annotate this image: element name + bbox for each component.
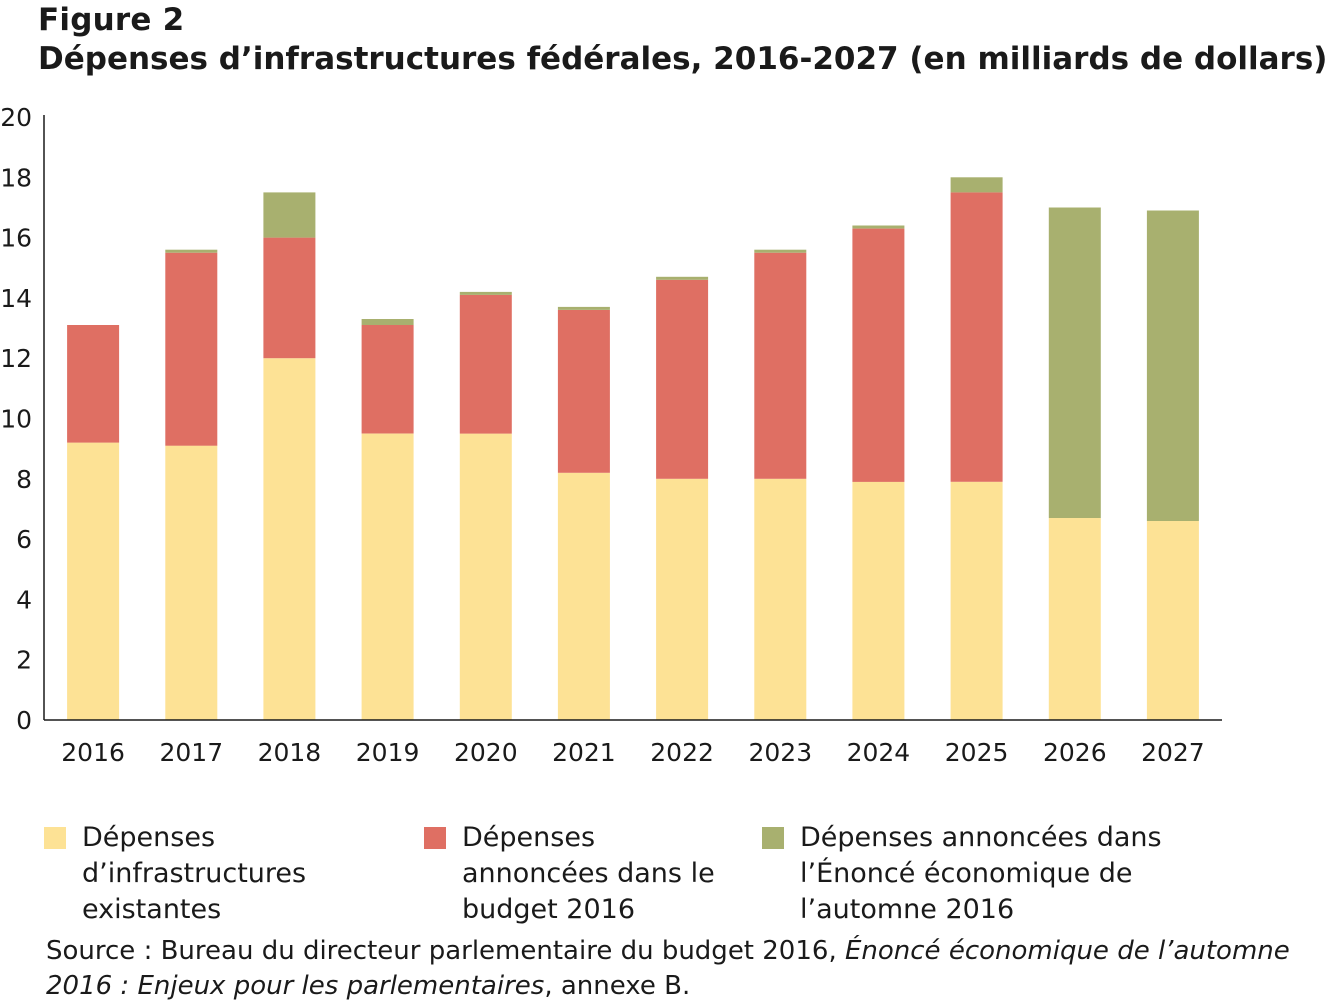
- bar-2018-series-2: [263, 237, 316, 359]
- bar-2023-series-3: [754, 249, 807, 253]
- x-tick-label: 2021: [552, 738, 616, 767]
- y-tick-label: 10: [0, 405, 32, 434]
- x-tick-label: 2017: [159, 738, 223, 767]
- chart-legend: Dépenses d’infrastructures existantes Dé…: [44, 820, 1327, 925]
- bar-2016-series-1: [67, 442, 120, 720]
- bar-2018-series-3: [263, 192, 316, 238]
- y-tick-label: 4: [16, 585, 32, 614]
- bar-2021-series-2: [557, 310, 610, 473]
- figure-label: Figure 2: [38, 2, 185, 38]
- y-tick-label: 20: [0, 103, 32, 132]
- bar-2026-series-1: [1048, 518, 1101, 720]
- bar-2027-series-1: [1146, 521, 1199, 720]
- legend-item-fall-statement-2016: Dépenses annoncées dans l’Énoncé économi…: [762, 820, 1260, 928]
- bar-2023-series-2: [754, 252, 807, 479]
- x-tick-label: 2024: [847, 738, 911, 767]
- bar-2025-series-1: [950, 481, 1003, 720]
- bar-2024-series-2: [852, 228, 905, 482]
- bar-2024-series-3: [852, 225, 905, 229]
- bar-2021-series-3: [557, 306, 610, 310]
- bar-2016-series-2: [67, 325, 120, 443]
- bar-2022-series-3: [656, 276, 709, 280]
- x-tick-label: 2022: [650, 738, 714, 767]
- bar-chart: 2016 2017 2018 2019 2020 2021 2022 2023 2024 2025…: [0, 103, 1222, 767]
- x-tick-label: 2019: [356, 738, 420, 767]
- legend-item-existing: Dépenses d’infrastructures existantes: [44, 820, 422, 928]
- bar-2023-series-1: [754, 478, 807, 720]
- x-tick-label: 2016: [61, 738, 125, 767]
- bar-2027-series-3: [1146, 210, 1199, 521]
- bar-2017-series-3: [165, 249, 218, 253]
- bar-2022-series-1: [656, 478, 709, 720]
- bar-2024-series-1: [852, 481, 905, 720]
- bar-2020-series-3: [459, 291, 512, 295]
- bar-2017-series-1: [165, 445, 218, 720]
- x-tick-label: 2026: [1043, 738, 1107, 767]
- x-tick-label: 2025: [945, 738, 1009, 767]
- source-title: Énoncé économique de l’automne 2016 : En…: [46, 936, 1290, 1001]
- source-note: Source : Bureau du directeur parlementai…: [46, 934, 1326, 1004]
- y-tick-label: 0: [16, 706, 32, 735]
- bar-2019-series-1: [361, 433, 414, 720]
- y-tick-label: 18: [0, 163, 32, 192]
- legend-label-existing: Dépenses d’infrastructures existantes: [82, 822, 307, 925]
- bar-2018-series-1: [263, 358, 316, 720]
- legend-swatch-fall-statement-2016: [762, 827, 784, 849]
- bar-2025-series-2: [950, 192, 1003, 482]
- y-tick-label: 6: [16, 525, 32, 554]
- legend-swatch-budget-2016: [424, 827, 446, 849]
- chart-title: Dépenses d’infrastructures fédérales, 20…: [38, 41, 1327, 77]
- x-tick-label: 2027: [1141, 738, 1205, 767]
- legend-item-budget-2016: Dépenses annoncées dans le budget 2016: [424, 820, 742, 928]
- legend-swatch-existing: [44, 827, 66, 849]
- bar-2020-series-2: [459, 294, 512, 434]
- bar-2021-series-1: [557, 472, 610, 720]
- y-tick-label: 2: [16, 646, 32, 675]
- x-tick-label: 2023: [748, 738, 812, 767]
- y-tick-label: 14: [0, 284, 32, 313]
- bar-2020-series-1: [459, 433, 512, 720]
- bar-2025-series-3: [950, 177, 1003, 193]
- y-tick-label: 12: [0, 344, 32, 373]
- bar-2019-series-2: [361, 325, 414, 434]
- x-tick-label: 2020: [454, 738, 518, 767]
- source-suffix: , annexe B.: [544, 971, 691, 1001]
- y-tick-label: 8: [16, 465, 32, 494]
- bar-2017-series-2: [165, 252, 218, 446]
- legend-label-budget-2016: Dépenses annoncées dans le budget 2016: [462, 822, 715, 925]
- x-tick-label: 2018: [258, 738, 322, 767]
- y-tick-label: 16: [0, 224, 32, 253]
- legend-label-fall-statement-2016: Dépenses annoncées dans l’Énoncé économi…: [800, 822, 1162, 925]
- bar-2019-series-3: [361, 319, 414, 325]
- bar-2026-series-3: [1048, 207, 1101, 518]
- bar-2022-series-2: [656, 279, 709, 479]
- source-prefix: Source : Bureau du directeur parlementai…: [46, 936, 845, 966]
